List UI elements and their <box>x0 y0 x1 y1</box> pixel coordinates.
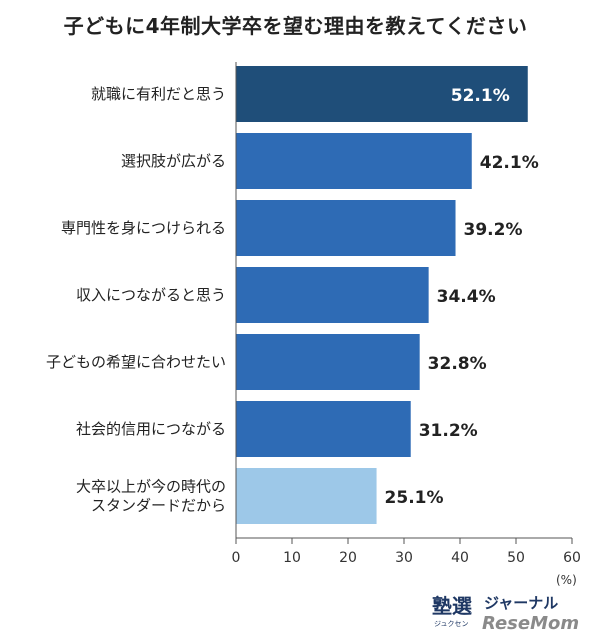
value-labels-group: 52.1% 42.1% 39.2% 34.4% 32.8% 31.2% 25.1% <box>385 86 539 508</box>
logo-small-text: ジュクセン <box>434 620 469 628</box>
chart-title: 子どもに4年制大学卒を望む理由を教えてください <box>63 14 528 38</box>
category-labels-group: 就職に有利だと思う選択肢が広がる専門性を身につけられる収入につながると思う子ども… <box>46 85 226 515</box>
x-tick-label: 60 <box>563 550 581 566</box>
logo-sub-text: ジャーナル <box>484 594 559 612</box>
category-label: 収入につながると思う <box>76 286 226 304</box>
bar <box>236 468 377 524</box>
bar <box>236 133 472 189</box>
watermark-brand: ReseMom <box>482 613 580 634</box>
x-axis: 0 10 20 30 40 50 60 <box>232 62 581 566</box>
category-label: 大卒以上が今の時代の <box>76 478 226 496</box>
bars-group <box>236 66 528 524</box>
bar <box>236 200 456 256</box>
value-label: 32.8% <box>428 354 487 374</box>
value-label: 34.4% <box>437 287 496 307</box>
value-label: 39.2% <box>464 220 523 240</box>
category-label: 専門性を身につけられる <box>61 219 226 237</box>
x-tick-label: 50 <box>507 550 525 566</box>
category-label: 就職に有利だと思う <box>91 85 226 103</box>
bar <box>236 401 411 457</box>
x-tick-label: 0 <box>232 550 241 566</box>
bar <box>236 267 429 323</box>
x-tick-label: 30 <box>395 550 413 566</box>
bar <box>236 66 528 122</box>
x-tick-label: 20 <box>339 550 357 566</box>
x-axis-unit: (%) <box>556 573 577 587</box>
value-label: 52.1% <box>451 86 510 106</box>
x-tick-label: 40 <box>451 550 469 566</box>
value-label: 42.1% <box>480 153 539 173</box>
category-label: 選択肢が広がる <box>121 152 226 170</box>
x-tick-label: 10 <box>283 550 301 566</box>
category-label: スタンダードだから <box>91 497 226 515</box>
value-label: 31.2% <box>419 421 478 441</box>
logo-main-text: 塾選 <box>432 594 472 618</box>
category-label: 社会的信用につながる <box>76 420 226 438</box>
value-label: 25.1% <box>385 488 444 508</box>
category-label: 子どもの希望に合わせたい <box>46 353 226 371</box>
logo: 塾選 ジャーナル ジュクセン ReseMom <box>432 588 582 636</box>
bar <box>236 334 420 390</box>
